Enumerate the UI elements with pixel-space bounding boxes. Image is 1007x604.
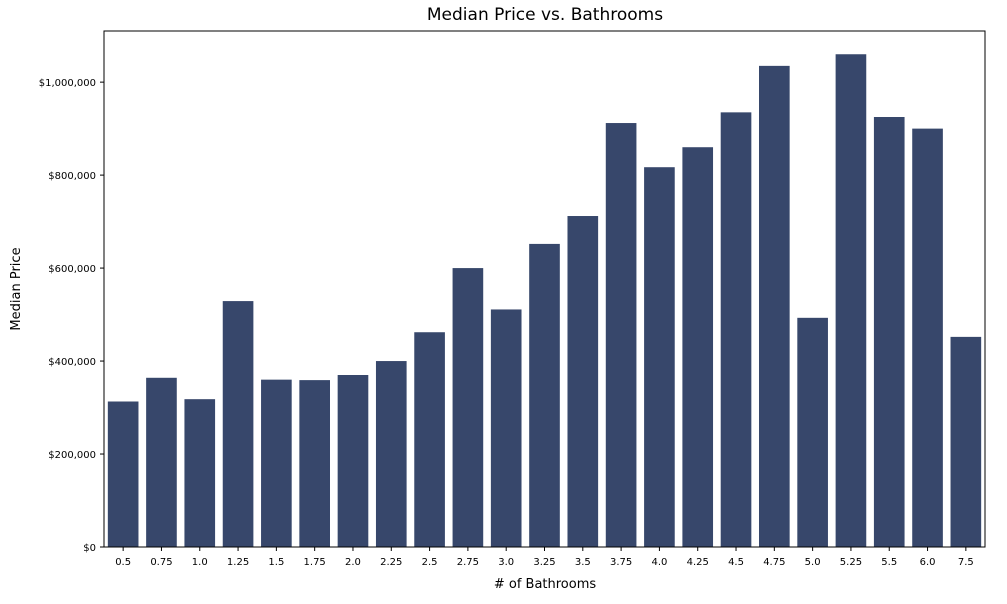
bar-0.5	[107, 401, 139, 547]
x-axis-label: # of Bathrooms	[494, 577, 597, 592]
x-tick-label: 2.75	[457, 557, 479, 568]
bar-3.25	[529, 243, 560, 547]
x-tick-label: 5.25	[840, 557, 862, 568]
bar-2.25	[375, 361, 407, 547]
x-tick-label: 3.25	[533, 557, 555, 568]
x-tick-label: 1.0	[192, 557, 208, 568]
bar-6.0	[912, 128, 943, 547]
y-axis-ticks: $0 $200,000 $400,000 $600,000 $800,000 $1,000…	[39, 78, 104, 554]
x-tick-label: 0.75	[150, 557, 172, 568]
y-tick-label: $400,000	[48, 357, 96, 368]
x-tick-label: 6.0	[920, 557, 936, 568]
bar-4.5	[720, 112, 752, 547]
chart-title: Median Price vs. Bathrooms	[427, 5, 663, 25]
x-tick-label: 2.5	[422, 557, 438, 568]
y-tick-label: $600,000	[48, 264, 96, 275]
bar-1.0	[184, 399, 216, 547]
bar-1.25	[222, 301, 254, 547]
x-tick-label: 4.0	[651, 557, 667, 568]
bar-3.0	[490, 309, 522, 547]
bar-4.0	[644, 167, 675, 548]
x-tick-label: 4.75	[763, 557, 785, 568]
bar-2.0	[337, 375, 369, 547]
x-tick-label: 3.75	[610, 557, 632, 568]
y-tick-label: $0	[83, 543, 96, 554]
x-tick-label: 4.5	[728, 557, 744, 568]
bar-3.5	[567, 216, 599, 547]
bar-5.5	[873, 117, 905, 547]
x-tick-label: 5.0	[805, 557, 821, 568]
bar-1.75	[299, 380, 330, 547]
bar-3.75	[605, 123, 637, 547]
x-tick-label: 3.5	[575, 557, 591, 568]
y-tick-label: $200,000	[48, 450, 96, 461]
bar-2.5	[414, 332, 445, 547]
x-tick-label: 1.5	[268, 557, 284, 568]
bar-0.75	[146, 377, 177, 547]
x-tick-label: 3.0	[498, 557, 514, 568]
bar-4.75	[759, 65, 790, 547]
bar-1.5	[261, 379, 292, 547]
bar-5.0	[797, 317, 828, 547]
bars-group	[107, 54, 982, 548]
x-tick-label: 2.0	[345, 557, 361, 568]
y-tick-label: $1,000,000	[39, 78, 96, 89]
y-tick-label: $800,000	[48, 171, 96, 182]
bar-2.75	[452, 268, 484, 547]
x-axis-ticks: 0.5 0.75 1.0 1.25 1.5 1.75 2.0 2.25 2.5 2.75 3.0 3.…	[115, 547, 974, 568]
x-tick-label: 5.5	[881, 557, 897, 568]
bar-5.25	[835, 54, 867, 547]
y-axis-label: Median Price	[9, 247, 24, 330]
x-tick-label: 1.25	[227, 557, 249, 568]
bar-7.5	[950, 336, 982, 547]
x-tick-label: 2.25	[380, 557, 402, 568]
x-tick-label: 0.5	[115, 557, 131, 568]
x-tick-label: 4.25	[687, 557, 709, 568]
x-tick-label: 1.75	[304, 557, 326, 568]
x-tick-label: 7.5	[958, 557, 974, 568]
bar-4.25	[682, 147, 714, 547]
